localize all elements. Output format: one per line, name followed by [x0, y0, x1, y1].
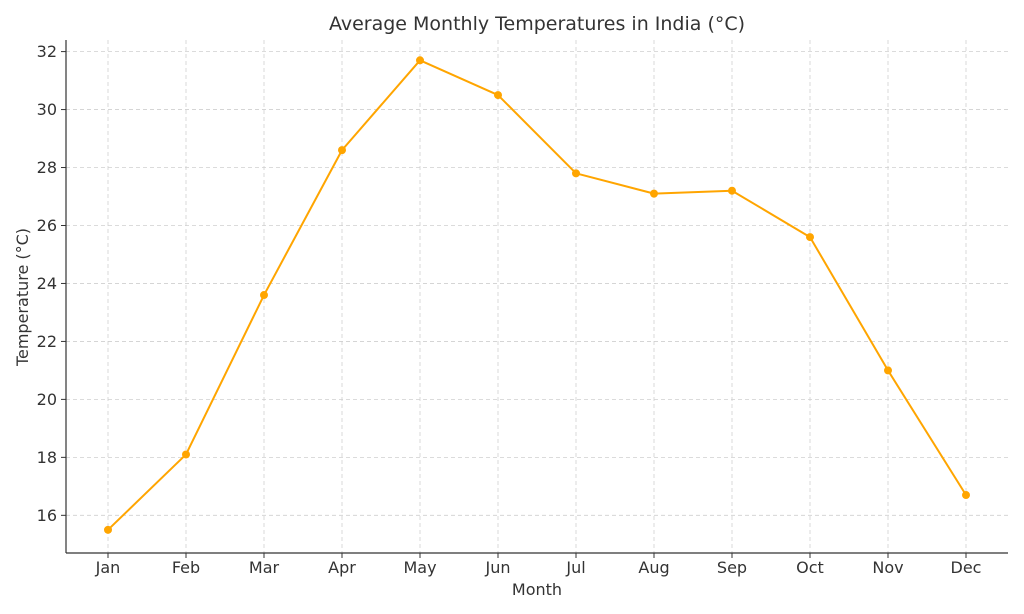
data-point — [416, 56, 424, 65]
y-axis-label: Temperature (°C) — [13, 228, 32, 367]
y-tick-label: 24 — [37, 274, 57, 293]
x-tick-label: Sep — [717, 558, 747, 577]
y-tick-label: 18 — [37, 448, 57, 467]
data-point — [962, 491, 970, 500]
data-point — [884, 366, 892, 375]
data-point — [260, 291, 268, 300]
y-ticks: 16 18 20 22 24 26 28 30 32 — [37, 42, 66, 525]
data-point — [104, 525, 112, 534]
x-tick-label: Mar — [249, 558, 280, 577]
data-point — [182, 450, 190, 459]
data-point — [572, 169, 580, 178]
series-line — [107, 59, 967, 531]
y-tick-label: 20 — [37, 390, 57, 409]
data-point — [650, 189, 658, 198]
x-tick-label: Oct — [796, 558, 824, 577]
y-tick-label: 28 — [37, 158, 57, 177]
chart-title: Average Monthly Temperatures in India (°… — [329, 13, 745, 35]
axes — [65, 40, 1008, 554]
x-tick-label: Jul — [565, 558, 585, 577]
data-point — [728, 186, 736, 195]
x-tick-label: Aug — [638, 558, 669, 577]
x-tick-label: May — [403, 558, 436, 577]
x-tick-label: Dec — [951, 558, 982, 577]
data-point — [494, 91, 502, 100]
x-ticks: Jan Feb Mar Apr May Jun Jul Aug Sep Oct Nov Dec — [95, 553, 982, 577]
x-tick-label: Apr — [328, 558, 356, 577]
x-tick-label: Feb — [172, 558, 200, 577]
x-tick-label: Jun — [485, 558, 511, 577]
y-tick-label: 16 — [37, 506, 57, 525]
y-tick-label: 30 — [37, 100, 57, 119]
series-layer — [104, 56, 970, 534]
y-tick-label: 32 — [37, 42, 57, 61]
x-tick-label: Nov — [872, 558, 903, 577]
y-tick-label: 22 — [37, 332, 57, 351]
y-tick-label: 26 — [37, 216, 57, 235]
grid — [66, 40, 1008, 553]
data-point — [338, 146, 346, 155]
x-tick-label: Jan — [95, 558, 121, 577]
x-axis-label: Month — [512, 580, 562, 599]
data-point — [806, 233, 814, 242]
